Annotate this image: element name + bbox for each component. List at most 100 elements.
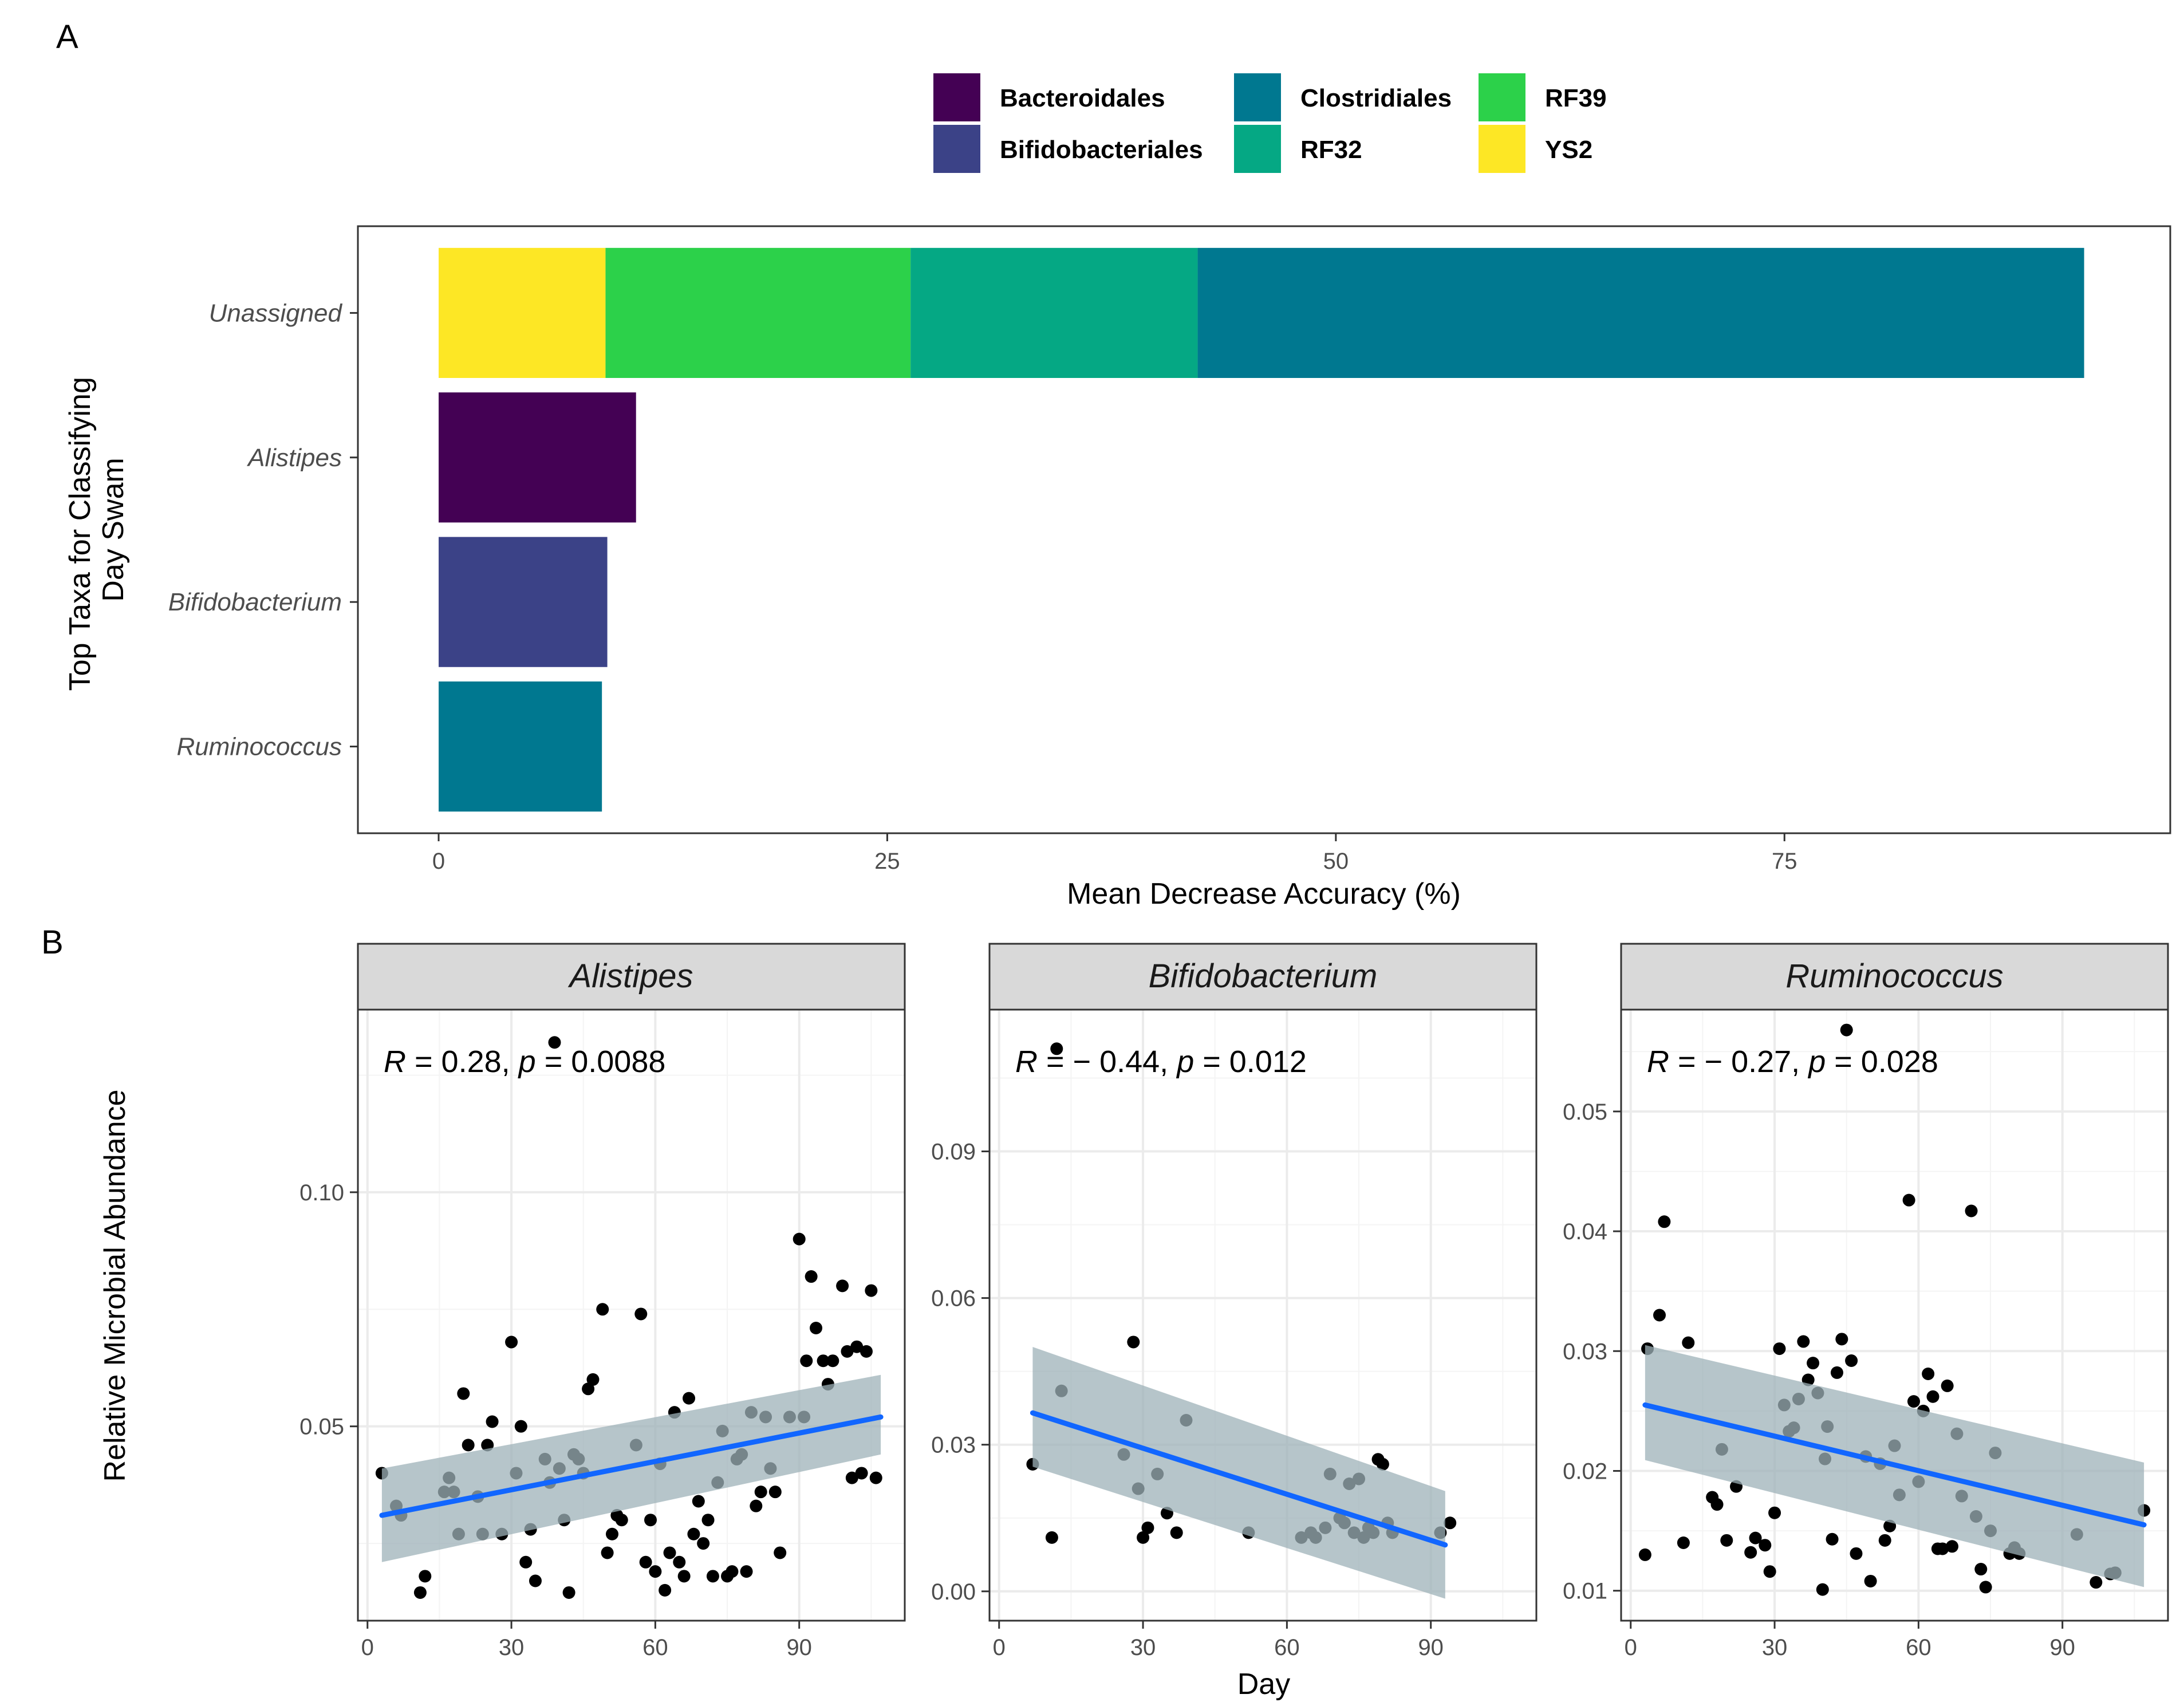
data-point: [639, 1555, 652, 1569]
data-point: [586, 1373, 600, 1386]
annotation-r: R: [1015, 1045, 1038, 1079]
data-point: [845, 1471, 858, 1484]
annotation-r: R: [384, 1045, 406, 1079]
y-axis-title-line-1: Top Taxa for Classifying: [64, 377, 97, 691]
annotation-p: p: [1807, 1045, 1826, 1079]
legend: Bacteroidales Bifidobacteriales Clostridia…: [933, 73, 1607, 173]
x-tick-label-25: 25: [874, 849, 900, 874]
data-point: [726, 1565, 739, 1578]
data-point: [673, 1555, 686, 1569]
data-point: [1376, 1457, 1389, 1471]
data-point: [865, 1284, 878, 1297]
facet-strip: [1620, 943, 2169, 1011]
data-point: [1946, 1540, 1959, 1553]
data-point: [1922, 1368, 1935, 1381]
facet-alistipes: Alistipes R = 0.28, p = 0.0088 0 30 60 90 0.05…: [299, 943, 906, 1660]
data-point: [836, 1279, 849, 1293]
data-point: [1720, 1534, 1733, 1547]
data-point: [697, 1537, 710, 1550]
annotation-p-value: = 0.028: [1826, 1045, 1938, 1079]
facet-title-bifidobacterium: Bifidobacterium: [1149, 958, 1378, 995]
data-point: [1902, 1193, 1915, 1207]
data-point: [1979, 1581, 1992, 1594]
data-point: [486, 1415, 499, 1428]
y-tick-label: 0.03: [1563, 1339, 1607, 1364]
bar-bifidobacterium-bifidobacteriales: [439, 537, 608, 667]
data-point: [659, 1583, 672, 1597]
x-tick-label-90: 90: [2049, 1635, 2075, 1660]
data-point: [1974, 1563, 1988, 1576]
legend-label-bifidobacteriales: Bifidobacteriales: [1000, 136, 1203, 164]
bar-unassigned-rf32: [910, 247, 1198, 378]
data-point: [1826, 1532, 1839, 1546]
x-tick-label-60: 60: [642, 1635, 668, 1660]
y-tick-label: 0.05: [1563, 1100, 1607, 1125]
data-point: [1141, 1521, 1154, 1534]
data-point: [519, 1555, 533, 1569]
data-point: [1850, 1547, 1863, 1560]
data-point: [1658, 1215, 1671, 1228]
regression-line: [1030, 1410, 1448, 1548]
data-point: [683, 1392, 696, 1405]
regression-line: [1642, 1402, 2147, 1528]
data-point: [1653, 1309, 1666, 1322]
facet-frame: [1620, 1008, 2169, 1622]
data-point: [644, 1514, 657, 1527]
data-point: [1677, 1536, 1690, 1550]
bar-group: [439, 247, 2084, 812]
y-tick-label: 0.03: [931, 1433, 976, 1458]
data-point: [1845, 1354, 1858, 1368]
data-point: [1797, 1335, 1810, 1348]
panel-a-label: A: [56, 18, 78, 56]
legend-label-clostridiales: Clostridiales: [1300, 84, 1452, 112]
legend-swatch-ys2: [1479, 125, 1525, 173]
x-tick-label-90: 90: [1418, 1635, 1444, 1660]
y-tick-label-alistipes: Alistipes: [246, 444, 342, 472]
data-point: [1816, 1583, 1829, 1596]
data-point: [706, 1570, 719, 1583]
y-axis-title-abundance: Relative Microbial Abundance: [98, 1089, 132, 1482]
y-tick-label: 0.05: [299, 1415, 344, 1440]
data-point: [740, 1565, 753, 1578]
y-tick-label-ruminococcus: Ruminococcus: [176, 733, 342, 761]
data-point: [687, 1527, 700, 1540]
data-point: [514, 1420, 527, 1433]
y-tick-label: 0.09: [931, 1140, 976, 1165]
y-tick-label-bifidobacterium: Bifidobacterium: [168, 588, 342, 616]
data-point: [462, 1439, 475, 1452]
y-tick-label: 0.00: [931, 1579, 976, 1605]
data-point: [750, 1499, 763, 1512]
bar-chart-panel: Unassigned Alistipes Bifidobacterium Rumino…: [64, 225, 2171, 911]
bar-unassigned-ys2: [439, 247, 606, 378]
data-point: [1878, 1534, 1891, 1547]
data-point: [768, 1486, 782, 1499]
data-point: [1682, 1336, 1695, 1349]
data-point: [1444, 1516, 1457, 1530]
data-point: [1744, 1546, 1757, 1559]
data-point: [605, 1527, 618, 1540]
x-tick-label-0: 0: [1625, 1635, 1637, 1660]
data-point: [1050, 1042, 1063, 1055]
data-point: [562, 1586, 575, 1599]
legend-label-bacteroidales: Bacteroidales: [1000, 84, 1165, 112]
facet-frame: [988, 1008, 1538, 1622]
data-point: [841, 1345, 854, 1358]
legend-swatch-rf39: [1479, 73, 1525, 121]
facet-bifidobacterium: Bifidobacterium R = − 0.44, p = 0.012 0 30 6…: [931, 943, 1538, 1660]
annotation-r: R: [1647, 1045, 1669, 1079]
data-point: [692, 1495, 705, 1508]
data-point: [663, 1546, 676, 1559]
data-point: [800, 1354, 813, 1368]
x-tick-label-0: 0: [993, 1635, 1006, 1660]
facet-title-ruminococcus: Ruminococcus: [1785, 958, 2003, 995]
y-tick-label: 0.06: [931, 1286, 976, 1311]
scatter-facets-panel: Alistipes R = 0.28, p = 0.0088 0 30 60 90 0.05…: [299, 943, 2169, 1660]
bar-alistipes-bacteroidales: [439, 392, 636, 523]
x-tick-label-90: 90: [786, 1635, 812, 1660]
y-tick-label-unassigned: Unassigned: [209, 299, 343, 327]
annotation-p: p: [518, 1045, 536, 1079]
y-tick-label: 0.10: [299, 1180, 344, 1205]
data-point: [805, 1270, 818, 1283]
data-point: [1936, 1542, 1949, 1555]
